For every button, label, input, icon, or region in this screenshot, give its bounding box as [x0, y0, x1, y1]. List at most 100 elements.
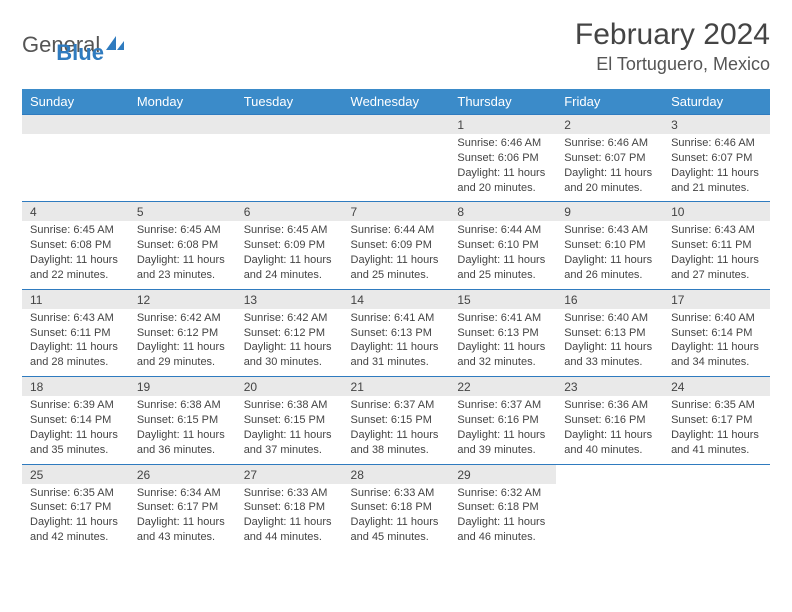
day-number-cell: 4 — [22, 202, 129, 222]
day-info-cell: Sunrise: 6:43 AMSunset: 6:11 PMDaylight:… — [22, 309, 129, 377]
daylight-text: Daylight: 11 hours and 32 minutes. — [457, 340, 548, 370]
day-number-cell: 18 — [22, 377, 129, 397]
day-info-cell — [22, 134, 129, 202]
daylight-text: Daylight: 11 hours and 37 minutes. — [244, 428, 335, 458]
sunrise-text: Sunrise: 6:37 AM — [457, 398, 548, 413]
daylight-text: Daylight: 11 hours and 38 minutes. — [351, 428, 442, 458]
sunrise-text: Sunrise: 6:46 AM — [671, 136, 762, 151]
sunrise-text: Sunrise: 6:36 AM — [564, 398, 655, 413]
sunrise-text: Sunrise: 6:45 AM — [30, 223, 121, 238]
sunrise-text: Sunrise: 6:41 AM — [351, 311, 442, 326]
sunset-text: Sunset: 6:17 PM — [671, 413, 762, 428]
sunrise-text: Sunrise: 6:46 AM — [457, 136, 548, 151]
sunrise-text: Sunrise: 6:45 AM — [244, 223, 335, 238]
day-number-cell: 12 — [129, 289, 236, 309]
day-number-cell: 21 — [343, 377, 450, 397]
day-info-cell: Sunrise: 6:35 AMSunset: 6:17 PMDaylight:… — [663, 396, 770, 464]
day-number-cell: 9 — [556, 202, 663, 222]
sunrise-text: Sunrise: 6:43 AM — [30, 311, 121, 326]
daylight-text: Daylight: 11 hours and 44 minutes. — [244, 515, 335, 545]
sunset-text: Sunset: 6:18 PM — [457, 500, 548, 515]
sunrise-text: Sunrise: 6:45 AM — [137, 223, 228, 238]
day-info-cell: Sunrise: 6:42 AMSunset: 6:12 PMDaylight:… — [236, 309, 343, 377]
day-info-cell: Sunrise: 6:38 AMSunset: 6:15 PMDaylight:… — [236, 396, 343, 464]
day-number-cell: 7 — [343, 202, 450, 222]
daylight-text: Daylight: 11 hours and 29 minutes. — [137, 340, 228, 370]
daylight-text: Daylight: 11 hours and 33 minutes. — [564, 340, 655, 370]
sunrise-text: Sunrise: 6:35 AM — [30, 486, 121, 501]
day-info-cell: Sunrise: 6:46 AMSunset: 6:06 PMDaylight:… — [449, 134, 556, 202]
daylight-text: Daylight: 11 hours and 43 minutes. — [137, 515, 228, 545]
day-number-cell: 6 — [236, 202, 343, 222]
sunset-text: Sunset: 6:15 PM — [351, 413, 442, 428]
sunset-text: Sunset: 6:12 PM — [244, 326, 335, 341]
sunset-text: Sunset: 6:14 PM — [671, 326, 762, 341]
day-number-cell: 5 — [129, 202, 236, 222]
daylight-text: Daylight: 11 hours and 34 minutes. — [671, 340, 762, 370]
sunset-text: Sunset: 6:09 PM — [244, 238, 335, 253]
day-number-cell: 24 — [663, 377, 770, 397]
sunset-text: Sunset: 6:15 PM — [137, 413, 228, 428]
daylight-text: Daylight: 11 hours and 40 minutes. — [564, 428, 655, 458]
sunrise-text: Sunrise: 6:43 AM — [671, 223, 762, 238]
day-info-cell: Sunrise: 6:36 AMSunset: 6:16 PMDaylight:… — [556, 396, 663, 464]
sunrise-text: Sunrise: 6:40 AM — [671, 311, 762, 326]
day-number-cell: 22 — [449, 377, 556, 397]
day-number-cell: 2 — [556, 115, 663, 135]
sunset-text: Sunset: 6:15 PM — [244, 413, 335, 428]
sunrise-text: Sunrise: 6:43 AM — [564, 223, 655, 238]
daylight-text: Daylight: 11 hours and 24 minutes. — [244, 253, 335, 283]
daylight-text: Daylight: 11 hours and 22 minutes. — [30, 253, 121, 283]
page-header: General Blue February 2024 El Tortuguero… — [22, 18, 770, 75]
sunset-text: Sunset: 6:10 PM — [457, 238, 548, 253]
daylight-text: Daylight: 11 hours and 25 minutes. — [351, 253, 442, 283]
day-info-cell: Sunrise: 6:40 AMSunset: 6:14 PMDaylight:… — [663, 309, 770, 377]
daylight-text: Daylight: 11 hours and 20 minutes. — [457, 166, 548, 196]
day-info-cell — [236, 134, 343, 202]
day-number-cell — [129, 115, 236, 135]
location: El Tortuguero, Mexico — [575, 54, 770, 75]
weekday-header: Tuesday — [236, 89, 343, 115]
day-info-row: Sunrise: 6:45 AMSunset: 6:08 PMDaylight:… — [22, 221, 770, 289]
day-info-cell: Sunrise: 6:46 AMSunset: 6:07 PMDaylight:… — [663, 134, 770, 202]
day-number-cell — [236, 115, 343, 135]
day-info-cell: Sunrise: 6:44 AMSunset: 6:09 PMDaylight:… — [343, 221, 450, 289]
day-number-row: 11121314151617 — [22, 289, 770, 309]
sunset-text: Sunset: 6:10 PM — [564, 238, 655, 253]
day-number-cell — [556, 464, 663, 484]
day-info-cell — [556, 484, 663, 551]
sunset-text: Sunset: 6:18 PM — [244, 500, 335, 515]
logo-sail-icon — [104, 34, 126, 57]
day-number-cell: 28 — [343, 464, 450, 484]
day-info-cell: Sunrise: 6:45 AMSunset: 6:08 PMDaylight:… — [129, 221, 236, 289]
daylight-text: Daylight: 11 hours and 45 minutes. — [351, 515, 442, 545]
day-info-cell: Sunrise: 6:41 AMSunset: 6:13 PMDaylight:… — [343, 309, 450, 377]
sunset-text: Sunset: 6:08 PM — [30, 238, 121, 253]
sunset-text: Sunset: 6:18 PM — [351, 500, 442, 515]
day-number-cell: 20 — [236, 377, 343, 397]
weekday-header: Saturday — [663, 89, 770, 115]
day-info-row: Sunrise: 6:35 AMSunset: 6:17 PMDaylight:… — [22, 484, 770, 551]
sunset-text: Sunset: 6:07 PM — [564, 151, 655, 166]
sunrise-text: Sunrise: 6:42 AM — [244, 311, 335, 326]
daylight-text: Daylight: 11 hours and 41 minutes. — [671, 428, 762, 458]
day-info-row: Sunrise: 6:43 AMSunset: 6:11 PM Daylight:… — [22, 309, 770, 377]
sunset-text: Sunset: 6:17 PM — [137, 500, 228, 515]
sunset-text: Sunset: 6:13 PM — [457, 326, 548, 341]
day-number-row: 45678910 — [22, 202, 770, 222]
day-number-cell: 8 — [449, 202, 556, 222]
day-info-cell: Sunrise: 6:43 AMSunset: 6:10 PMDaylight:… — [556, 221, 663, 289]
daylight-text: Daylight: 11 hours and 25 minutes. — [457, 253, 548, 283]
day-number-row: 2526272829 — [22, 464, 770, 484]
sunset-text: Sunset: 6:11 PM — [30, 326, 121, 341]
sunset-text: Sunset: 6:11 PM — [671, 238, 762, 253]
daylight-text: Daylight: 11 hours and 39 minutes. — [457, 428, 548, 458]
month-title: February 2024 — [575, 18, 770, 52]
day-number-cell: 16 — [556, 289, 663, 309]
sunset-text: Sunset: 6:17 PM — [30, 500, 121, 515]
day-info-cell: Sunrise: 6:45 AMSunset: 6:09 PMDaylight:… — [236, 221, 343, 289]
day-info-row: Sunrise: 6:39 AMSunset: 6:14 PMDaylight:… — [22, 396, 770, 464]
daylight-text: Daylight: 11 hours and 35 minutes. — [30, 428, 121, 458]
day-number-cell: 25 — [22, 464, 129, 484]
logo: General Blue — [22, 18, 104, 66]
